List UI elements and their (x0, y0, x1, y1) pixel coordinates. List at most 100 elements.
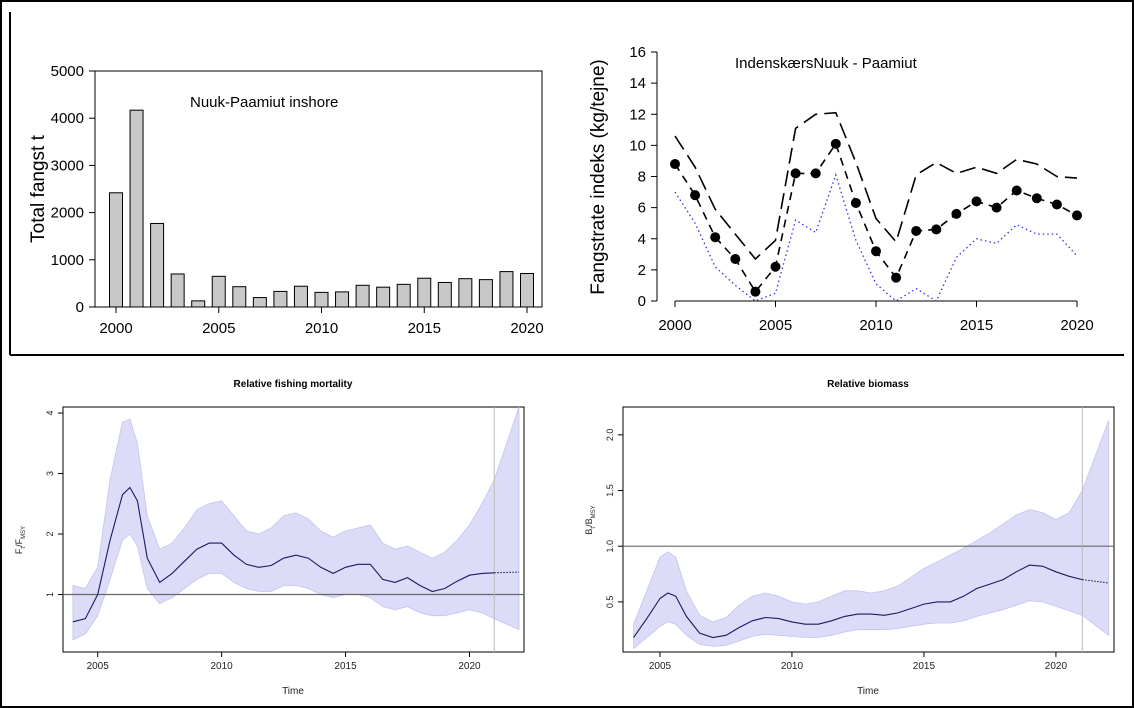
y-tick-label-0: 0 (638, 293, 646, 310)
bar-2007 (252, 297, 267, 308)
total-catch-bar-chart: Nuuk-Paamiut inshore Total fangst t 2000… (28, 63, 544, 337)
bar-2020 (520, 272, 534, 308)
point-2020 (1072, 210, 1082, 221)
point-2003 (730, 253, 741, 264)
x-tick-label-2010: 2010 (859, 317, 892, 334)
y-tick-label-16: 16 (629, 44, 646, 61)
x-tick-label-2020: 2020 (458, 661, 481, 672)
bar-2004 (191, 300, 206, 308)
bar-2009 (293, 285, 308, 308)
point-2011 (891, 272, 902, 283)
y-tick-label-3000: 3000 (51, 157, 84, 174)
x-tick-label-2020: 2020 (1045, 661, 1068, 672)
y-tick-label-0.5: 0.5 (605, 596, 615, 609)
y-tick-label-4000: 4000 (51, 110, 84, 127)
y-tick-label-4: 4 (45, 411, 55, 416)
biomass-x-axis-label: Time (857, 686, 879, 697)
y-tick-label-0: 0 (76, 299, 84, 316)
x-tick-label-2000: 2000 (658, 317, 691, 334)
y-tick-label-1.0: 1.0 (605, 540, 615, 553)
y-tick-label-1.5: 1.5 (605, 484, 615, 497)
point-2008 (830, 138, 841, 149)
biomass-title: Relative biomass (827, 379, 909, 390)
x-tick-label-2010: 2010 (210, 661, 233, 672)
point-2000 (670, 159, 680, 170)
point-2002 (710, 232, 721, 243)
x-tick-label-2020: 2020 (1060, 317, 1093, 334)
bar-2016 (437, 281, 452, 308)
x-tick-label-2015: 2015 (334, 661, 357, 672)
y-tick-label-6: 6 (638, 200, 646, 217)
y-tick-label-4: 4 (638, 231, 646, 248)
y-tick-label-2: 2 (45, 532, 55, 537)
point-2014 (951, 208, 962, 219)
x-tick-label-2005: 2005 (87, 661, 110, 672)
confidence-band (633, 420, 1110, 650)
biomass-y-axis-label: Bt/BMSY (584, 505, 597, 534)
biomass-plot-box (622, 406, 1115, 653)
bar-2000 (109, 192, 123, 308)
x-tick-label-2015: 2015 (960, 317, 993, 334)
x-tick-label-2010: 2010 (305, 320, 338, 337)
y-tick-label-2.0: 2.0 (605, 429, 615, 442)
relative-fishing-mortality-chart: Relative fishing mortality Time Ft/FMSY … (14, 379, 525, 697)
point-2017 (1011, 185, 1022, 196)
y-tick-label-3: 3 (45, 471, 55, 476)
catch-rate-chart-title: IndenskærsNuuk - Paamiut (735, 55, 918, 72)
bar-2001 (129, 109, 144, 308)
series-line-long-dash (674, 111, 1078, 261)
y-tick-label-10: 10 (629, 137, 646, 154)
bar-2012 (355, 284, 370, 308)
confidence-band (72, 406, 520, 641)
point-2016 (991, 202, 1002, 213)
y-tick-label-2000: 2000 (51, 205, 84, 222)
x-tick-label-2005: 2005 (759, 317, 792, 334)
bar-2006 (232, 286, 247, 308)
y-tick-label-1: 1 (45, 592, 55, 597)
x-tick-label-2020: 2020 (510, 320, 543, 337)
bar-2019 (499, 271, 514, 308)
x-tick-label-2015: 2015 (408, 320, 441, 337)
point-2012 (911, 225, 922, 236)
y-tick-label-1000: 1000 (51, 252, 84, 269)
bar-2017 (458, 278, 473, 308)
catch-rate-y-axis-label: Fangstrate indeks (kg/tejne) (588, 59, 609, 295)
bar-2002 (150, 222, 165, 308)
point-2005 (770, 261, 781, 272)
catch-rate-index-chart: IndenskærsNuuk - Paamiut Fangstrate inde… (588, 44, 1094, 334)
fishing-mortality-x-axis-label: Time (282, 686, 304, 697)
point-2009 (850, 197, 861, 208)
point-2013 (931, 224, 942, 235)
point-2004 (750, 286, 761, 297)
bar-2013 (376, 286, 391, 308)
point-2019 (1051, 199, 1062, 210)
point-2001 (690, 190, 701, 201)
y-tick-label-2: 2 (638, 262, 646, 279)
bar-2003 (170, 273, 185, 308)
x-tick-label-2005: 2005 (202, 320, 235, 337)
projection-line (1082, 579, 1109, 584)
bar-2005 (211, 275, 226, 308)
bar-2011 (335, 291, 350, 308)
bar-2015 (417, 277, 432, 308)
bar-2014 (396, 283, 411, 308)
x-tick-label-2010: 2010 (781, 661, 804, 672)
bar-chart-title: Nuuk-Paamiut inshore (190, 94, 338, 111)
fishing-mortality-title: Relative fishing mortality (234, 379, 353, 390)
relative-biomass-chart: Relative biomass Time Bt/BMSY 2005 2010 20… (584, 379, 1115, 697)
x-tick-label-2000: 2000 (99, 320, 132, 337)
fishing-mortality-y-axis-label: Ft/FMSY (14, 526, 27, 554)
median-line (633, 564, 1083, 639)
y-tick-label-5000: 5000 (51, 63, 84, 80)
point-2006 (790, 168, 801, 179)
y-tick-label-8: 8 (638, 169, 646, 186)
y-tick-label-14: 14 (629, 75, 646, 92)
bar-2010 (314, 291, 329, 308)
median-line (72, 486, 495, 623)
bar-chart-y-axis-label: Total fangst t (28, 134, 49, 242)
point-2010 (871, 246, 881, 257)
y-tick-label-12: 12 (629, 106, 646, 123)
point-2015 (971, 196, 982, 207)
bar-2008 (273, 290, 288, 308)
